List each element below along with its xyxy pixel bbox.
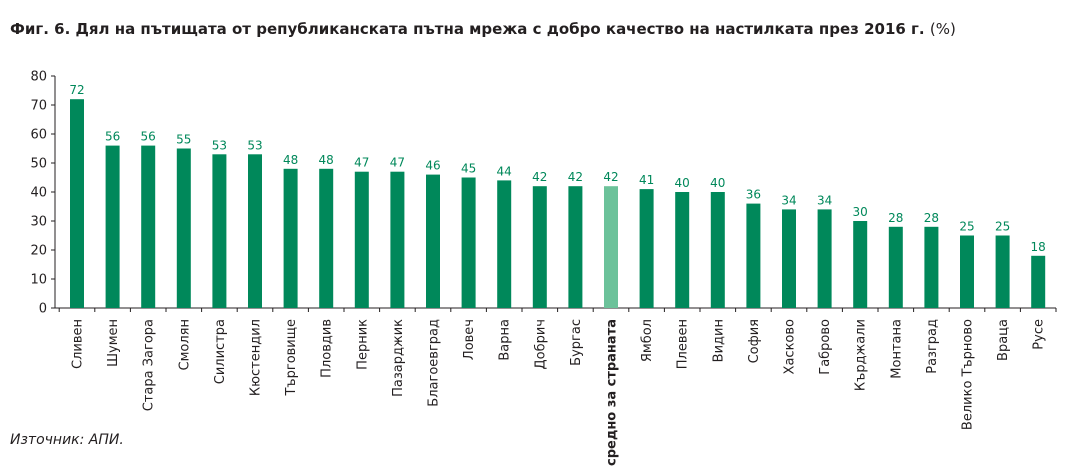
category-label: Ловеч bbox=[462, 319, 477, 360]
bar bbox=[675, 192, 690, 308]
data-label: 48 bbox=[283, 153, 298, 167]
data-label: 53 bbox=[247, 138, 262, 152]
category-label: Благоевград bbox=[427, 319, 442, 407]
category-label: Видин bbox=[711, 319, 726, 362]
bar bbox=[461, 177, 476, 308]
data-label: 18 bbox=[1031, 240, 1046, 254]
data-label: 30 bbox=[853, 205, 868, 219]
category-label: Кюстендил bbox=[249, 319, 264, 396]
data-label: 55 bbox=[176, 133, 191, 147]
data-label: 28 bbox=[924, 211, 939, 225]
category-label: Силистра bbox=[213, 319, 228, 384]
data-label: 34 bbox=[781, 193, 796, 207]
data-label: 42 bbox=[603, 170, 618, 184]
bar bbox=[782, 209, 796, 308]
data-label: 36 bbox=[746, 188, 761, 202]
data-label: 34 bbox=[817, 193, 832, 207]
y-tick-label: 30 bbox=[30, 215, 47, 230]
category-label: Велико Търново bbox=[961, 319, 976, 430]
bar bbox=[426, 174, 440, 308]
bar bbox=[960, 235, 974, 308]
y-tick-label: 20 bbox=[30, 244, 47, 259]
chart-title-unit: (%) bbox=[929, 20, 956, 38]
bar bbox=[248, 154, 262, 308]
bar bbox=[319, 168, 334, 308]
category-label: Монтана bbox=[889, 319, 904, 379]
category-label: Сливен bbox=[71, 319, 86, 369]
category-label: Стара Загора bbox=[142, 319, 157, 411]
bar bbox=[354, 171, 369, 308]
source-note: Източник: АПИ. bbox=[10, 432, 124, 448]
y-tick-label: 10 bbox=[30, 273, 47, 288]
data-label: 41 bbox=[639, 173, 654, 187]
category-label: Смолян bbox=[177, 319, 192, 370]
bar bbox=[212, 154, 227, 308]
bar bbox=[639, 189, 654, 308]
y-tick-label: 0 bbox=[39, 302, 47, 317]
data-label: 48 bbox=[319, 153, 334, 167]
bar bbox=[390, 171, 405, 308]
y-tick-label: 40 bbox=[30, 186, 47, 201]
category-label: Шумен bbox=[106, 319, 121, 367]
data-label: 40 bbox=[675, 176, 690, 190]
bar bbox=[995, 235, 1010, 308]
data-label: 46 bbox=[425, 159, 440, 173]
category-label: Перник bbox=[355, 319, 370, 370]
data-label: 28 bbox=[888, 211, 903, 225]
data-label: 56 bbox=[141, 130, 156, 144]
category-label: Кърджали bbox=[854, 319, 869, 391]
category-label: Русе bbox=[1032, 319, 1047, 350]
bar bbox=[924, 226, 939, 308]
category-label: Разград bbox=[925, 319, 940, 374]
category-label: Бургас bbox=[569, 319, 584, 366]
data-label: 44 bbox=[497, 164, 512, 178]
data-label: 47 bbox=[354, 156, 369, 170]
category-label: средно за страната bbox=[605, 319, 620, 466]
category-label: Пловдив bbox=[320, 319, 335, 378]
bar bbox=[283, 168, 298, 308]
bar bbox=[888, 226, 903, 308]
data-label: 45 bbox=[461, 162, 476, 176]
bar bbox=[105, 145, 120, 308]
bar bbox=[497, 180, 512, 308]
data-label: 53 bbox=[212, 138, 227, 152]
bar bbox=[853, 221, 868, 308]
bar bbox=[532, 186, 547, 308]
chart-title: Фиг. 6. Дял на пътищата от републиканска… bbox=[10, 20, 956, 38]
chart-title-main: Фиг. 6. Дял на пътищата от републиканска… bbox=[10, 20, 925, 38]
data-label: 42 bbox=[532, 170, 547, 184]
y-tick-label: 70 bbox=[30, 99, 47, 114]
category-label: Варна bbox=[498, 319, 513, 361]
category-label: Ямбол bbox=[640, 319, 655, 362]
data-label: 47 bbox=[390, 156, 405, 170]
data-label: 25 bbox=[959, 220, 974, 234]
data-label: 42 bbox=[568, 170, 583, 184]
category-label: София bbox=[747, 319, 762, 363]
data-label: 25 bbox=[995, 220, 1010, 234]
category-label: Враца bbox=[996, 319, 1011, 361]
category-label: Габрово bbox=[818, 319, 833, 375]
bar bbox=[710, 192, 725, 308]
bar bbox=[817, 209, 832, 308]
data-label: 40 bbox=[710, 176, 725, 190]
data-label: 72 bbox=[69, 83, 84, 97]
bar bbox=[70, 99, 84, 308]
category-label: Търговище bbox=[284, 319, 299, 397]
bar bbox=[141, 145, 156, 308]
data-label: 56 bbox=[105, 130, 120, 144]
category-label: Плевен bbox=[676, 319, 691, 369]
category-label: Пазарджик bbox=[391, 319, 406, 397]
y-tick-label: 60 bbox=[30, 128, 47, 143]
bar bbox=[1031, 255, 1046, 308]
y-tick-label: 80 bbox=[30, 70, 47, 85]
category-label: Хасково bbox=[783, 319, 798, 374]
bar bbox=[176, 148, 191, 308]
category-label: Добрич bbox=[533, 319, 548, 370]
bar-average bbox=[604, 186, 618, 308]
y-tick-label: 50 bbox=[30, 157, 47, 172]
bar bbox=[568, 186, 583, 308]
bar bbox=[746, 203, 761, 308]
